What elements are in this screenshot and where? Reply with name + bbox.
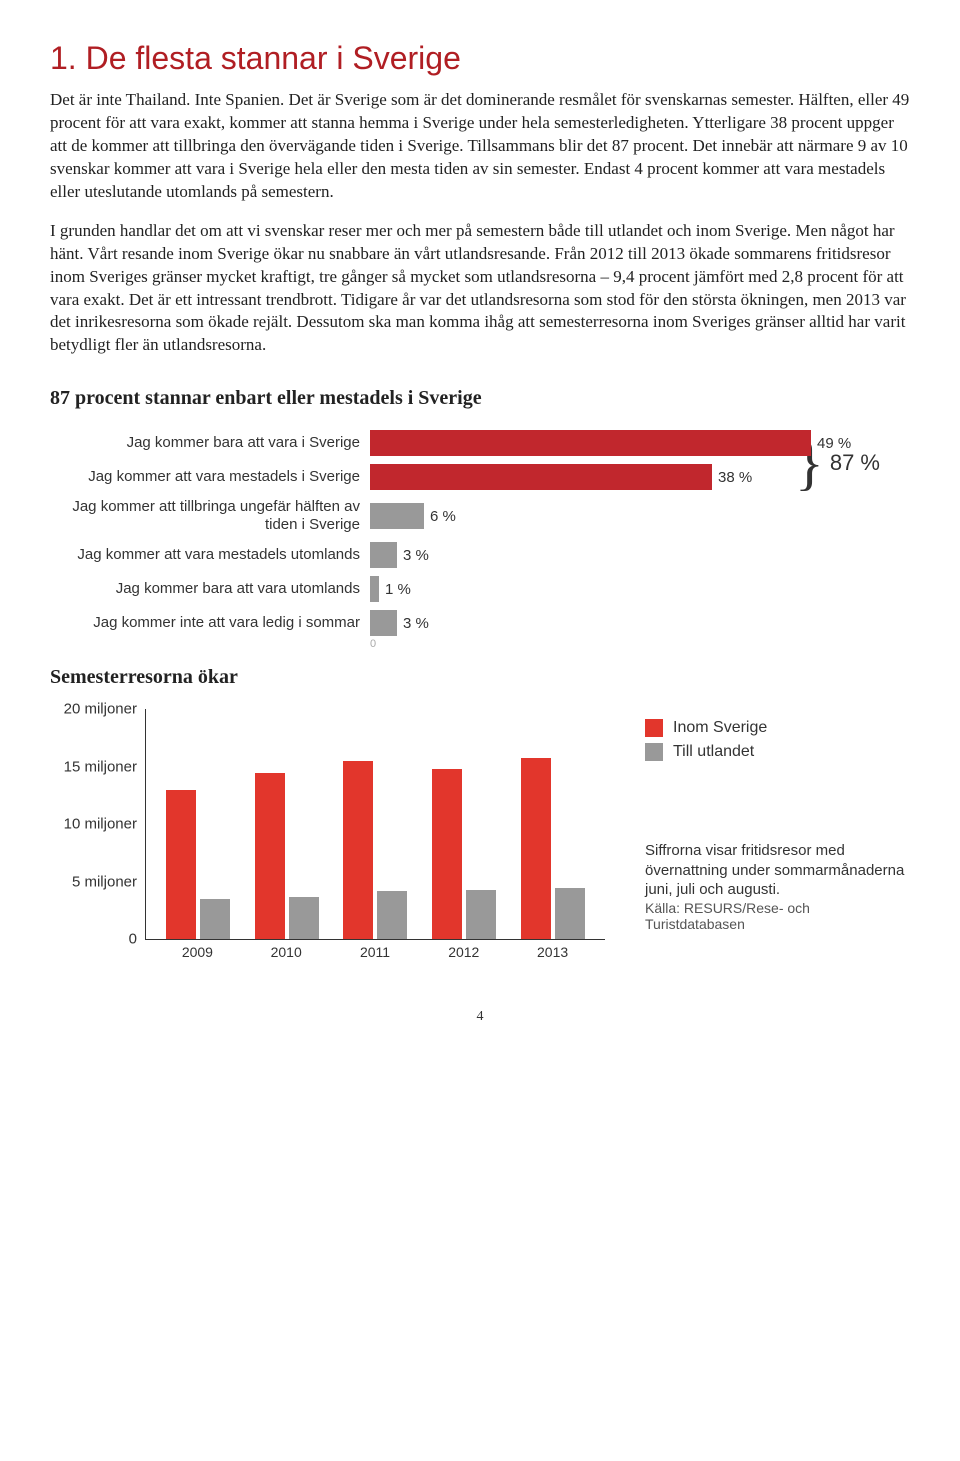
plot-area: 20092010201120122013 <box>145 709 605 959</box>
hbar-chart: } 87 % Jag kommer bara att vara i Sverig… <box>50 430 910 636</box>
hbar-label: Jag kommer att vara mestadels utomlands <box>50 546 370 564</box>
paragraph-1: Det är inte Thailand. Inte Spanien. Det … <box>50 89 910 204</box>
legend-row: Inom Sverige <box>645 719 910 737</box>
legend-swatch-icon <box>645 743 663 761</box>
hbar-bar <box>370 576 379 602</box>
column-bar-a <box>432 769 462 939</box>
legend-label: Inom Sverige <box>673 719 767 737</box>
x-axis-label: 2012 <box>419 944 508 960</box>
column-chart: 20 miljoner15 miljoner10 miljoner5 miljo… <box>50 709 910 959</box>
hbar-bar-wrap: 3 % <box>370 610 910 636</box>
column-bar-a <box>521 758 551 940</box>
x-axis-label: 2009 <box>153 944 242 960</box>
column-group <box>243 773 332 940</box>
hbar-value: 1 % <box>385 581 411 598</box>
legend-label: Till utlandet <box>673 743 754 761</box>
hbar-bar <box>370 430 811 456</box>
y-axis-label: 20 miljoner <box>64 701 137 718</box>
column-bar-b <box>466 890 496 939</box>
column-bar-a <box>255 773 285 940</box>
x-axis-label: 2013 <box>508 944 597 960</box>
hbar-bar-wrap: 38 % <box>370 464 910 490</box>
legend: Inom Sverige Till utlandet <box>645 719 910 761</box>
hbar-value: 38 % <box>718 469 752 486</box>
column-bar-b <box>289 897 319 940</box>
hbar-value: 6 % <box>430 508 456 525</box>
paragraph-2: I grunden handlar det om att vi svenskar… <box>50 220 910 358</box>
hbar-row: Jag kommer bara att vara utomlands 1 % <box>50 576 910 602</box>
hbar-row: Jag kommer att tillbringa ungefär hälfte… <box>50 498 910 534</box>
hbar-label: Jag kommer bara att vara utomlands <box>50 580 370 598</box>
hbar-zero-label: 0 <box>370 638 376 650</box>
column-bar-b <box>555 888 585 940</box>
hbar-row: Jag kommer att vara mestadels utomlands 3… <box>50 542 910 568</box>
legend-swatch-icon <box>645 719 663 737</box>
hbar-value: 49 % <box>817 435 851 452</box>
page-title: 1. De flesta stannar i Sverige <box>50 40 910 77</box>
column-bar-a <box>166 790 196 940</box>
x-axis-label: 2011 <box>331 944 420 960</box>
hbar-label: Jag kommer inte att vara ledig i sommar <box>50 614 370 632</box>
y-axis-label: 10 miljoner <box>64 816 137 833</box>
hbar-bar <box>370 542 397 568</box>
hbar-bar-wrap: 1 % <box>370 576 910 602</box>
hbar-label: Jag kommer att vara mestadels i Sverige <box>50 468 370 486</box>
column-group <box>508 758 597 940</box>
hbar-row: Jag kommer bara att vara i Sverige 49 % <box>50 430 910 456</box>
hbar-bar-wrap: 49 % <box>370 430 910 456</box>
hbar-bar-wrap: 3 % <box>370 542 910 568</box>
chart-right-panel: Inom Sverige Till utlandet Siffrorna visa… <box>605 709 910 959</box>
colchart-heading: Semesterresorna ökar <box>50 666 910 689</box>
column-bar-a <box>343 761 373 939</box>
chart-footnote: Siffrorna visar fritidsresor med övernat… <box>645 841 910 900</box>
column-group <box>154 790 243 940</box>
x-axis-labels: 20092010201120122013 <box>145 940 605 960</box>
hbar-value: 3 % <box>403 615 429 632</box>
column-bar-b <box>200 899 230 939</box>
column-group <box>331 761 420 939</box>
hbar-row: Jag kommer att vara mestadels i Sverige 3… <box>50 464 910 490</box>
chart-footnote-source: Källa: RESURS/Rese- och Turistdatabasen <box>645 900 910 932</box>
hbar-bar <box>370 464 712 490</box>
hbar-bar <box>370 610 397 636</box>
y-axis: 20 miljoner15 miljoner10 miljoner5 miljo… <box>50 709 145 939</box>
legend-row: Till utlandet <box>645 743 910 761</box>
x-axis-label: 2010 <box>242 944 331 960</box>
page-number: 4 <box>50 1009 910 1025</box>
y-axis-label: 15 miljoner <box>64 758 137 775</box>
y-axis-label: 0 <box>129 931 137 948</box>
hbar-bar <box>370 503 424 529</box>
column-group <box>420 769 509 939</box>
hbar-label: Jag kommer att tillbringa ungefär hälfte… <box>50 498 370 534</box>
y-axis-label: 5 miljoner <box>72 873 137 890</box>
hbar-value: 3 % <box>403 547 429 564</box>
column-bar-b <box>377 891 407 939</box>
hbar-bar-wrap: 6 % <box>370 503 910 529</box>
hbar-label: Jag kommer bara att vara i Sverige <box>50 434 370 452</box>
hbar-row: Jag kommer inte att vara ledig i sommar 3… <box>50 610 910 636</box>
hbar-heading: 87 procent stannar enbart eller mestadel… <box>50 387 910 410</box>
